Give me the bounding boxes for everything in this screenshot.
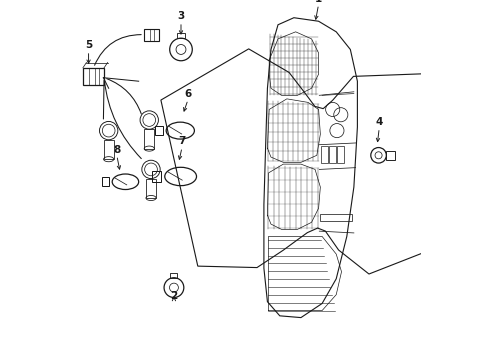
Bar — [170, 273, 177, 278]
Bar — [328, 146, 335, 163]
Bar — [143, 30, 159, 41]
Bar — [177, 32, 184, 38]
Bar — [83, 68, 104, 85]
Text: 7: 7 — [178, 136, 185, 147]
Bar — [320, 213, 351, 221]
Bar — [321, 146, 327, 163]
Bar — [144, 129, 154, 149]
Text: 6: 6 — [184, 89, 191, 99]
Text: 3: 3 — [177, 11, 184, 21]
Text: 1: 1 — [314, 0, 322, 4]
Bar — [102, 177, 109, 186]
Text: 2: 2 — [170, 291, 177, 301]
Bar — [152, 171, 161, 181]
Text: 5: 5 — [85, 40, 92, 50]
Bar — [155, 126, 163, 135]
Bar — [386, 151, 394, 159]
Bar — [103, 140, 114, 159]
Text: 8: 8 — [113, 145, 120, 154]
Bar — [145, 179, 156, 198]
Bar — [337, 146, 343, 163]
Text: 4: 4 — [375, 117, 382, 127]
